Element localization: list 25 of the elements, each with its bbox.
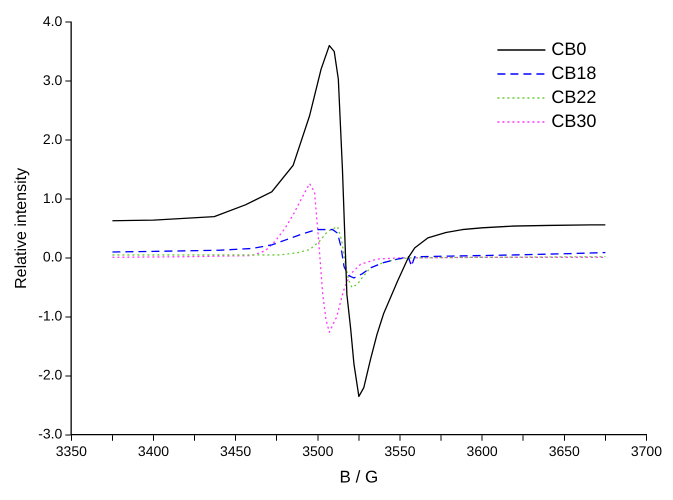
legend-label: CB30 <box>551 110 596 131</box>
x-tick-label: 3500 <box>302 443 334 460</box>
x-tick-label: 3600 <box>466 443 498 460</box>
line-series <box>112 228 606 279</box>
y-tick-label: 2.0 <box>42 130 63 147</box>
y-tick-label: -2.0 <box>38 366 63 383</box>
x-tick-label: 3400 <box>138 443 170 460</box>
x-axis-title: B / G <box>340 467 378 486</box>
x-tick-label: 3550 <box>384 443 416 460</box>
y-tick-label: 1.0 <box>42 190 63 206</box>
x-tick-label: 3350 <box>56 443 88 460</box>
x-tick-label: 3650 <box>548 443 580 460</box>
line-series <box>112 226 606 288</box>
y-tick-label: 4.0 <box>42 12 63 29</box>
legend-label: CB0 <box>551 38 586 59</box>
y-axis-title: Relative intensity <box>13 168 30 289</box>
y-tick-label: 0.0 <box>42 248 63 265</box>
y-tick-label: 3.0 <box>42 72 63 88</box>
y-tick-label: -3.0 <box>38 426 63 442</box>
legend-label: CB18 <box>551 62 596 83</box>
y-tick-label: -1.0 <box>38 308 63 324</box>
x-tick-label: 3450 <box>220 443 252 460</box>
legend-label: CB22 <box>551 86 596 107</box>
x-tick-label: 3700 <box>630 443 662 460</box>
line-series <box>112 182 606 333</box>
